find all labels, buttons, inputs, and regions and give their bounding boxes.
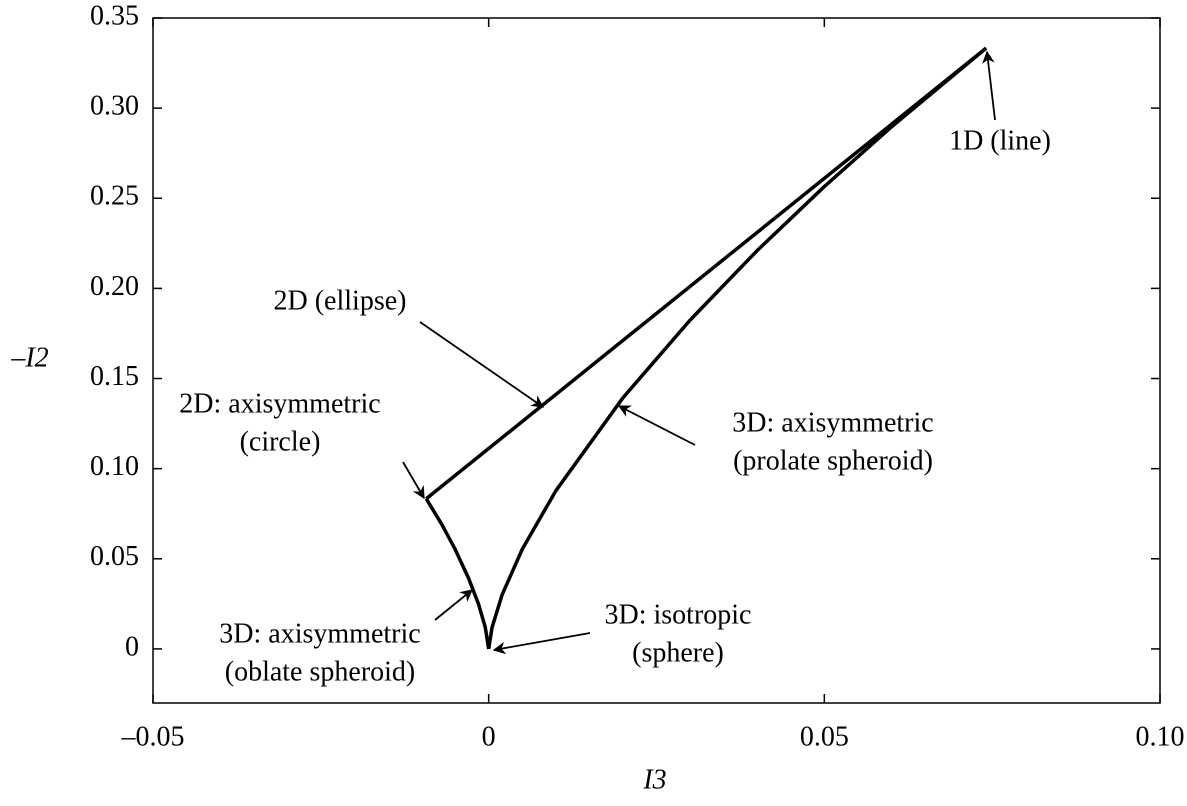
- annotation-arrow: [617, 405, 696, 446]
- y-tick-label: 0.05: [90, 541, 139, 572]
- y-tick-label: 0.10: [90, 451, 139, 482]
- y-tick-label: 0.35: [90, 0, 139, 31]
- annotation-arrow: [419, 321, 545, 408]
- annotation: 1D (line): [949, 125, 1051, 156]
- y-tick-label: 0.30: [90, 91, 139, 122]
- annotation: (oblate spheroid): [225, 656, 416, 687]
- annotation: 3D: axisymmetric: [219, 618, 420, 649]
- y-tick-label: 0.15: [90, 361, 139, 392]
- annotation: 2D: axisymmetric: [179, 388, 380, 419]
- annotation-arrow: [402, 461, 425, 500]
- curve: [486, 46, 988, 650]
- x-tick-label: 0.05: [800, 721, 849, 752]
- y-axis-label: –I2: [10, 342, 48, 373]
- annotation: (circle): [240, 426, 321, 457]
- x-axis-label: I3: [642, 764, 666, 795]
- x-tick-label: –0.05: [121, 721, 185, 752]
- y-tick-label: 0: [125, 631, 139, 662]
- annotation: 3D: isotropic: [605, 599, 752, 630]
- curve: [424, 497, 491, 650]
- annotation-arrow: [982, 50, 996, 121]
- annotation-arrow: [492, 632, 591, 655]
- y-tick-label: 0.20: [90, 271, 139, 302]
- plot-frame: [152, 17, 1161, 704]
- annotation: (sphere): [632, 637, 724, 668]
- annotation: 3D: axisymmetric: [732, 407, 933, 438]
- annotation: 2D (ellipse): [274, 285, 407, 316]
- x-tick-label: 0.10: [1136, 721, 1185, 752]
- curve: [425, 46, 988, 501]
- x-tick-label: 0: [482, 721, 496, 752]
- annotation: (prolate spheroid): [733, 445, 933, 476]
- annotation-arrow: [434, 589, 473, 621]
- y-tick-label: 0.25: [90, 181, 139, 212]
